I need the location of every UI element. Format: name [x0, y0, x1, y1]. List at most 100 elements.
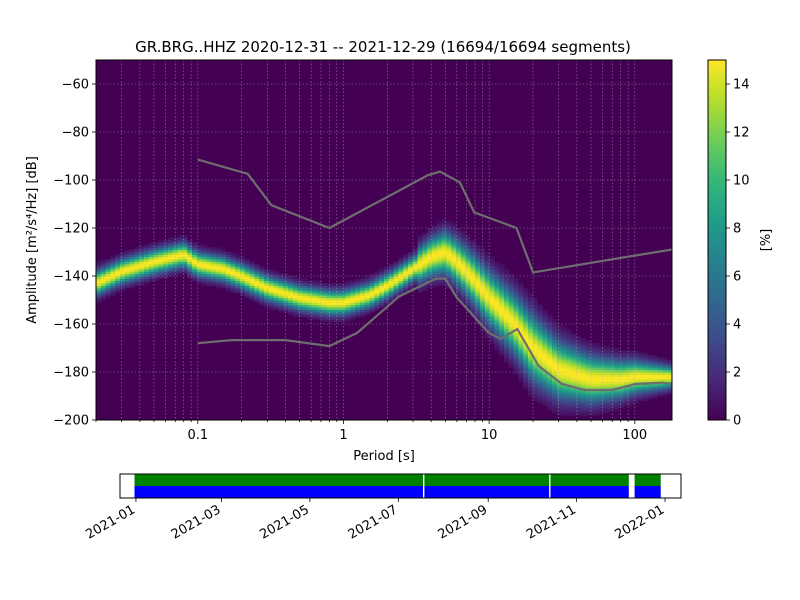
- heatmap-cell: [667, 364, 673, 368]
- heatmap-cell: [566, 405, 572, 409]
- heatmap-cell: [115, 254, 121, 258]
- heatmap-cell: [566, 412, 572, 416]
- heatmap-cell: [470, 280, 476, 284]
- heatmap-cell: [278, 307, 284, 310]
- heatmap-cell: [638, 398, 644, 402]
- heatmap-cell: [360, 297, 366, 301]
- heatmap-cell: [283, 295, 289, 298]
- heatmap-cell: [451, 240, 457, 243]
- heatmap-cell: [273, 292, 279, 296]
- heatmap-cell: [595, 403, 601, 406]
- heatmap-cell: [292, 297, 298, 301]
- heatmap-cell: [518, 307, 524, 310]
- heatmap-cell: [384, 290, 390, 294]
- heatmap-cell: [504, 316, 510, 320]
- heatmap-cell: [168, 261, 174, 265]
- heatmap-cell: [393, 268, 399, 272]
- heatmap-cell: [364, 312, 370, 315]
- heatmap-cell: [595, 384, 601, 387]
- heatmap-cell: [566, 357, 572, 361]
- heatmap-cell: [643, 360, 649, 363]
- heatmap-cell: [412, 252, 418, 255]
- heatmap-cell: [619, 369, 625, 373]
- heatmap-cell: [115, 264, 121, 267]
- heatmap-cell: [614, 405, 620, 409]
- heatmap-cell: [619, 355, 625, 358]
- heatmap-cell: [528, 300, 534, 303]
- heatmap-cell: [120, 266, 126, 270]
- heatmap-cell: [302, 278, 308, 282]
- heatmap-cell: [240, 259, 246, 262]
- heatmap-cell: [638, 393, 644, 397]
- heatmap-cell: [220, 261, 226, 265]
- heatmap-cell: [566, 391, 572, 394]
- heatmap-cell: [667, 391, 673, 394]
- heatmap-cell: [456, 242, 462, 246]
- heatmap-cell: [614, 391, 620, 394]
- heatmap-cell: [585, 340, 591, 344]
- heatmap-cell: [561, 331, 567, 334]
- ppsd-panel: 0.1 1 10 100 −200−180−160−140−120−100−80−60…: [25, 59, 673, 464]
- heatmap-cell: [417, 237, 423, 241]
- heatmap-cell: [604, 345, 610, 349]
- heatmap-cell: [268, 273, 274, 277]
- heatmap-cell: [556, 357, 562, 361]
- heatmap-cell: [422, 261, 428, 265]
- heatmap-cell: [451, 285, 457, 289]
- heatmap-cell: [518, 283, 524, 286]
- heatmap-cell: [163, 254, 169, 258]
- heatmap-cell: [355, 309, 361, 313]
- heatmap-cell: [585, 405, 591, 409]
- heatmap-cell: [460, 244, 466, 248]
- heatmap-cell: [484, 302, 490, 306]
- heatmap-cell: [417, 249, 423, 253]
- heatmap-cell: [153, 273, 159, 277]
- heatmap-cell: [441, 225, 447, 229]
- heatmap-cell: [494, 266, 500, 270]
- heatmap-cell: [115, 278, 121, 282]
- heatmap-cell: [302, 290, 308, 294]
- heatmap-cell: [566, 348, 572, 351]
- heatmap-cell: [403, 278, 409, 282]
- heatmap-cell: [336, 288, 342, 291]
- heatmap-cell: [321, 314, 327, 318]
- heatmap-cell: [182, 244, 188, 248]
- heatmap-cell: [489, 302, 495, 306]
- heatmap-cell: [480, 326, 486, 330]
- heatmap-cell: [211, 278, 217, 282]
- heatmap-cell: [331, 283, 337, 286]
- heatmap-cell: [537, 321, 543, 325]
- heatmap-cell: [504, 324, 510, 327]
- heatmap-cell: [528, 374, 534, 378]
- heatmap-cell: [456, 266, 462, 270]
- heatmap-cell: [513, 312, 519, 315]
- heatmap-cell: [561, 391, 567, 394]
- heatmap-cell: [384, 273, 390, 277]
- heatmap-cell: [542, 367, 548, 370]
- heatmap-cell: [134, 254, 140, 258]
- heatmap-cell: [360, 304, 366, 308]
- heatmap-cell: [432, 244, 438, 248]
- heatmap-cell: [523, 326, 529, 330]
- colorbar-frame: [707, 59, 727, 421]
- heatmap-cell: [508, 333, 514, 337]
- heatmap-cell: [230, 256, 236, 260]
- heatmap-cell: [590, 374, 596, 378]
- heatmap-cell: [374, 302, 380, 306]
- heatmap-cell: [336, 297, 342, 301]
- heatmap-cell: [499, 292, 505, 296]
- heatmap-cell: [321, 304, 327, 308]
- heatmap-cell: [168, 244, 174, 248]
- heatmap-cell: [480, 249, 486, 253]
- heatmap-cell: [475, 261, 481, 265]
- heatmap-cell: [96, 290, 102, 294]
- heatmap-cell: [628, 357, 634, 361]
- heatmap-cell: [307, 292, 313, 296]
- heatmap-cell: [321, 319, 327, 322]
- heatmap-cell: [648, 379, 654, 382]
- heatmap-cell: [129, 283, 135, 286]
- heatmap-cell: [667, 379, 673, 382]
- heatmap-cell: [542, 376, 548, 380]
- colorbar-tick-label: 10: [733, 174, 750, 189]
- heatmap-cell: [446, 254, 452, 258]
